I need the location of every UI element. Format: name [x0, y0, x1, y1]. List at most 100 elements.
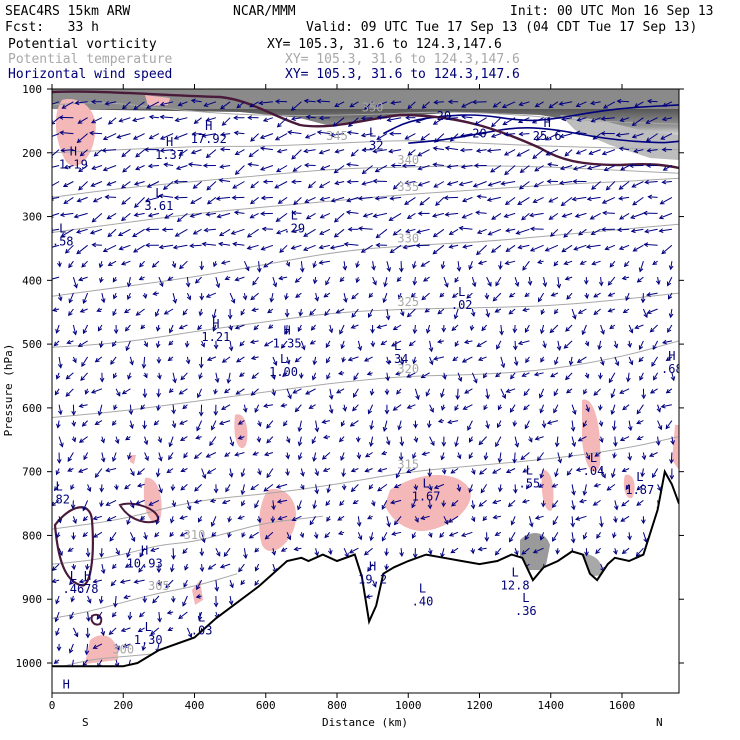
wind-vector-head [426, 423, 432, 429]
wind-vector [620, 117, 630, 122]
pv-extremum-value: 1.35 [273, 336, 302, 350]
wind-vector [107, 181, 117, 186]
wind-vector-head [314, 471, 320, 477]
wind-vector [578, 436, 587, 442]
wind-vector [327, 484, 331, 493]
wind-vector [108, 260, 117, 266]
wind-vector-head [470, 549, 476, 555]
wind-vector [272, 388, 275, 396]
wind-vector-head [291, 154, 297, 160]
wind-vector [291, 149, 302, 160]
wind-vector-head [462, 405, 468, 410]
wind-vector [351, 292, 359, 300]
wind-vector-head [371, 501, 376, 507]
wind-vector [662, 340, 673, 344]
wind-vector [592, 260, 601, 265]
wind-vector-head [163, 162, 169, 168]
wind-vector [368, 308, 374, 318]
wind-vector-head [546, 179, 552, 184]
wind-vector-head [575, 467, 581, 472]
wind-vector-head [399, 267, 404, 273]
wind-vector-head [138, 567, 143, 573]
wind-vector [62, 101, 74, 109]
wind-vector-head [173, 179, 179, 185]
wind-vector [263, 260, 274, 268]
wind-vector-head [250, 199, 255, 205]
wind-vector [78, 340, 88, 347]
wind-vector-head [440, 264, 446, 270]
wind-vector [396, 468, 402, 478]
wind-vector-head [399, 441, 405, 447]
wind-vector [381, 340, 388, 345]
wind-vector [373, 180, 387, 182]
wind-vector-head [254, 566, 260, 572]
wind-vector [305, 388, 316, 395]
wind-vector-head [628, 163, 634, 169]
wind-vector [90, 132, 102, 135]
wind-vector [657, 404, 661, 412]
wind-vector [460, 133, 473, 137]
wind-vector-head [349, 422, 355, 427]
wind-vector [180, 436, 188, 441]
wind-vector-head [490, 248, 496, 253]
wind-vector [235, 276, 245, 281]
wind-vector-head [507, 502, 513, 508]
wind-vector-head [389, 195, 395, 201]
wind-vector [433, 228, 445, 238]
wind-vector [381, 500, 388, 510]
wind-vector-head [658, 214, 664, 220]
wind-vector [236, 388, 245, 395]
wind-vector-head [485, 312, 491, 318]
wind-vector-head [357, 346, 363, 352]
wind-speed-contour [408, 127, 679, 144]
wind-vector-head [440, 393, 445, 399]
wind-vector [95, 356, 103, 363]
wind-vector-head [371, 265, 376, 271]
wind-vector-head [610, 393, 616, 399]
wind-vector-head [427, 504, 433, 510]
wind-vector-head [411, 503, 416, 509]
wind-vector-head [345, 210, 351, 215]
wind-vector [573, 165, 587, 170]
wind-vector-head [230, 230, 236, 235]
wind-vector [110, 356, 117, 365]
wind-vector [376, 228, 388, 238]
wind-vector-head [205, 117, 211, 122]
wind-vector-head [67, 547, 73, 552]
wind-vector-head [546, 420, 552, 425]
wind-vector-head [126, 520, 131, 526]
wind-vector-head [619, 436, 625, 442]
wind-vector-head [630, 228, 636, 234]
wind-vector [358, 196, 373, 200]
wind-vector-head [552, 536, 557, 542]
wind-vector [532, 117, 544, 124]
wind-vector-head [461, 358, 467, 363]
wind-vector [172, 420, 176, 428]
wind-vector-head [350, 324, 356, 329]
wind-vector [201, 564, 203, 572]
wind-vector [134, 197, 145, 208]
wind-vector-head [385, 359, 391, 365]
wind-vector [105, 196, 117, 198]
pink-region [672, 425, 679, 470]
wind-vector [250, 340, 259, 343]
wind-vector-head [454, 342, 459, 348]
wind-vector-head [59, 442, 64, 448]
wind-vector-head [572, 166, 578, 171]
wind-vector-head [139, 262, 144, 268]
wind-vector-head [71, 535, 76, 541]
wind-vector-head [636, 409, 642, 415]
wind-vector-head [271, 550, 277, 556]
wind-vector-head [169, 518, 175, 524]
wind-vector-head [566, 388, 571, 394]
wind-vector-head [613, 550, 618, 556]
wind-vector-head [105, 501, 111, 506]
wind-vector-head [249, 214, 255, 219]
wind-vector [90, 228, 103, 234]
wind-vector [92, 165, 103, 170]
wind-vector-head [442, 374, 447, 380]
wind-vector-head [433, 183, 439, 188]
wind-vector [147, 181, 160, 188]
wind-vector [362, 181, 373, 185]
